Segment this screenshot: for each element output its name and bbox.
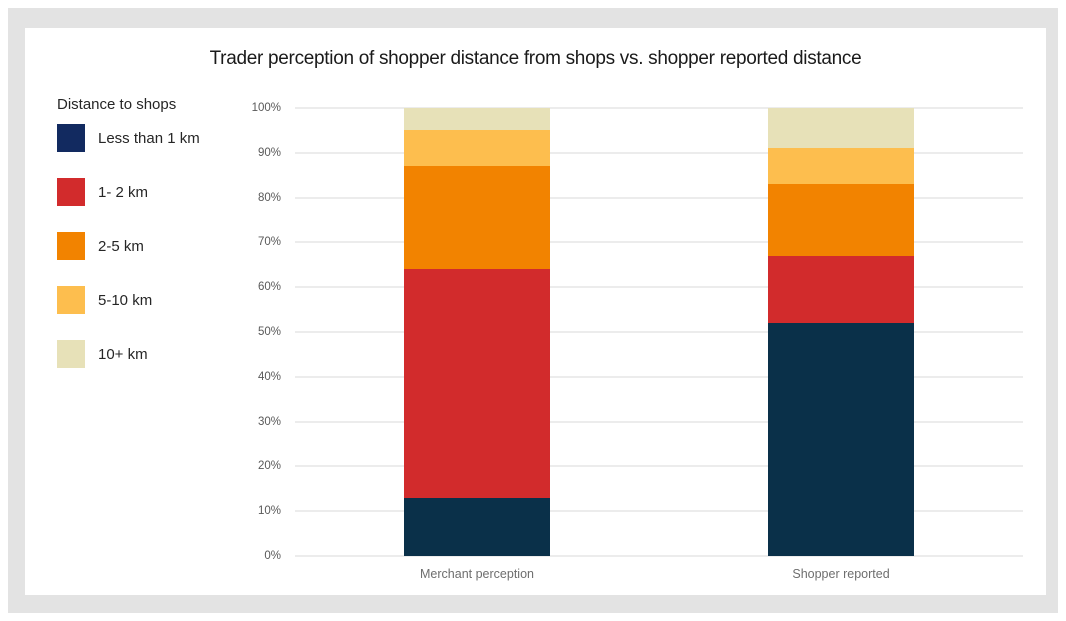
segment-merchant-perception-2-5-km <box>404 166 550 270</box>
legend-item-less-than-1-km: Less than 1 km <box>57 124 272 152</box>
legend: Distance to shops Less than 1 km 1- 2 km 2… <box>57 96 272 394</box>
segment-merchant-perception-less-than-1-km <box>404 497 550 556</box>
gridline-0 <box>295 555 1023 557</box>
bar-merchant-perception <box>404 108 550 556</box>
legend-swatch-2-5-km <box>57 232 85 260</box>
category-label-merchant-perception: Merchant perception <box>420 567 534 581</box>
category-label-shopper-reported: Shopper reported <box>792 567 890 581</box>
chart-title: Trader perception of shopper distance fr… <box>209 48 862 69</box>
gridline-100 <box>295 107 1023 109</box>
legend-swatch-5-10-km <box>57 286 85 314</box>
legend-item-5-10-km: 5-10 km <box>57 286 272 314</box>
segment-merchant-perception-1-2-km <box>404 269 550 498</box>
segment-merchant-perception-10-km <box>404 108 550 131</box>
y-tick-70: 70% <box>257 236 281 249</box>
legend-label-1-2-km: 1- 2 km <box>98 183 149 201</box>
y-tick-90: 90% <box>257 146 281 159</box>
segment-shopper-reported-5-10-km <box>768 148 914 185</box>
gridline-80 <box>295 197 1023 199</box>
segment-merchant-perception-5-10-km <box>404 130 550 167</box>
gridline-30 <box>295 421 1023 423</box>
legend-swatch-less-than-1-km <box>57 124 85 152</box>
segment-shopper-reported-less-than-1-km <box>768 323 914 556</box>
legend-label-10-km: 10+ km <box>98 345 148 363</box>
legend-item-10-km: 10+ km <box>57 340 272 368</box>
segment-shopper-reported-10-km <box>768 108 914 149</box>
y-tick-80: 80% <box>257 191 281 204</box>
segment-shopper-reported-1-2-km <box>768 255 914 324</box>
legend-swatch-10-km <box>57 340 85 368</box>
y-tick-50: 50% <box>257 326 281 338</box>
y-tick-10: 10% <box>257 505 281 518</box>
y-tick-20: 20% <box>257 460 281 473</box>
gridline-60 <box>295 286 1023 288</box>
gridline-10 <box>295 510 1023 512</box>
gridline-70 <box>295 241 1023 243</box>
chart-card: Trader perception of shopper distance fr… <box>25 28 1046 595</box>
gridline-50 <box>295 331 1023 333</box>
gridline-20 <box>295 465 1023 467</box>
legend-label-2-5-km: 2-5 km <box>98 237 144 255</box>
legend-item-2-5-km: 2-5 km <box>57 232 272 260</box>
legend-label-5-10-km: 5-10 km <box>98 291 153 309</box>
legend-swatch-1-2-km <box>57 178 85 206</box>
bar-shopper-reported <box>768 108 914 556</box>
segment-shopper-reported-2-5-km <box>768 184 914 256</box>
y-tick-30: 30% <box>257 415 281 428</box>
legend-label-less-than-1-km: Less than 1 km <box>98 129 200 147</box>
gridline-90 <box>295 152 1023 154</box>
plot-area: 0% 10% 20% 30% 40% 50% 60% 70% 80% 90% 100% Mercha… <box>252 102 1023 581</box>
legend-items: Less than 1 km 1- 2 km 2-5 km 5-10 km 10+ km <box>57 124 272 368</box>
y-tick-100: 100% <box>251 102 281 114</box>
y-tick-40: 40% <box>257 370 281 383</box>
y-tick-60: 60% <box>257 281 281 294</box>
legend-item-1-2-km: 1- 2 km <box>57 178 272 206</box>
y-tick-0: 0% <box>264 550 281 562</box>
gridline-40 <box>295 376 1023 378</box>
legend-title: Distance to shops <box>57 96 177 113</box>
